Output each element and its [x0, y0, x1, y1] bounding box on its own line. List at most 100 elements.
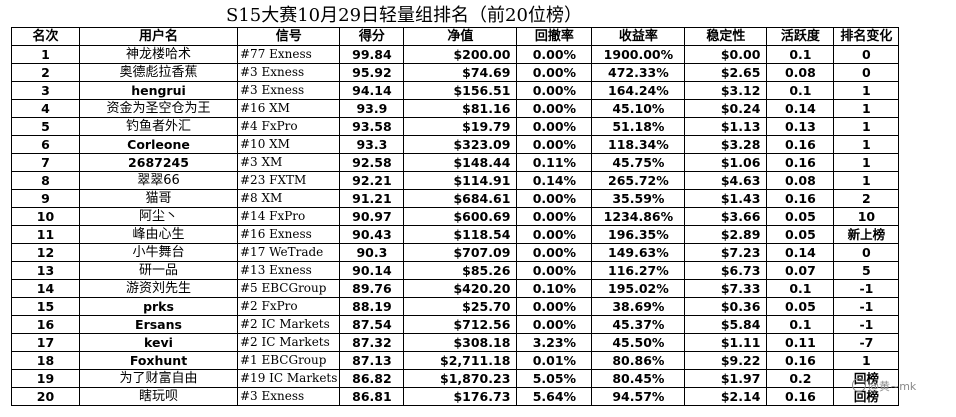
weibo-icon [852, 378, 866, 392]
cell-activity: 0.2 [766, 369, 835, 388]
cell-activity: 0.05 [766, 207, 835, 226]
cell-stability: $0.00 [684, 45, 768, 64]
header-score: 得分 [339, 27, 405, 46]
cell-rank-change: 回榜 [833, 387, 900, 406]
cell-activity: 0.1 [766, 81, 835, 100]
cell-username: 神龙楼哈术 [79, 45, 238, 64]
cell-username: Corleone [79, 135, 238, 154]
cell-stability: $3.12 [684, 81, 768, 100]
cell-return: 196.35% [591, 225, 686, 244]
cell-stability: $5.84 [684, 315, 768, 334]
cell-drawdown: 0.14% [516, 171, 593, 190]
cell-score: 93.3 [339, 135, 405, 154]
cell-equity: $2,711.18 [403, 351, 518, 370]
cell-stability: $1.97 [684, 369, 768, 388]
cell-score: 90.14 [339, 261, 405, 280]
cell-stability: $1.06 [684, 153, 768, 172]
table-row: 7 2687245 #3 XM 92.58 $148.44 0.11% 45.75% $1.0… [11, 153, 900, 172]
cell-return: 80.45% [591, 369, 686, 388]
cell-rank: 14 [11, 279, 80, 298]
header-return: 收益率 [591, 27, 686, 46]
cell-stability: $7.23 [684, 243, 768, 262]
cell-signal: #3 XM [236, 153, 341, 172]
cell-rank: 19 [11, 369, 80, 388]
cell-score: 90.43 [339, 225, 405, 244]
cell-username: kevi [79, 333, 238, 352]
cell-drawdown: 0.11% [516, 153, 593, 172]
cell-drawdown: 0.10% [516, 279, 593, 298]
cell-equity: $600.69 [403, 207, 518, 226]
cell-stability: $2.89 [684, 225, 768, 244]
cell-username: 游资刘先生 [79, 279, 238, 298]
cell-signal: #2 FxPro [236, 297, 341, 316]
cell-drawdown: 0.00% [516, 117, 593, 136]
cell-signal: #1 EBCGroup [236, 351, 341, 370]
cell-score: 92.21 [339, 171, 405, 190]
watermark-text: @黄~mk [868, 380, 917, 393]
cell-activity: 0.16 [766, 153, 835, 172]
cell-rank: 11 [11, 225, 80, 244]
cell-signal: #10 XM [236, 135, 341, 154]
cell-equity: $712.56 [403, 315, 518, 334]
table-row: 17 kevi #2 IC Markets 87.32 $308.18 3.23% 45.5… [11, 333, 900, 352]
cell-return: 35.59% [591, 189, 686, 208]
cell-score: 86.81 [339, 387, 405, 406]
cell-rank: 16 [11, 315, 80, 334]
cell-rank-change: 2 [833, 189, 900, 208]
table-row: 20 瞎玩呗 #3 Exness 86.81 $176.73 5.64% 94.57% $2.… [11, 387, 900, 406]
cell-rank-change: 1 [833, 117, 900, 136]
cell-stability: $4.63 [684, 171, 768, 190]
cell-rank: 10 [11, 207, 80, 226]
cell-score: 90.3 [339, 243, 405, 262]
cell-stability: $2.14 [684, 387, 768, 406]
cell-rank: 7 [11, 153, 80, 172]
cell-rank-change: 0 [833, 45, 900, 64]
cell-rank: 9 [11, 189, 80, 208]
cell-signal: #2 IC Markets [236, 333, 341, 352]
cell-username: 研一品 [79, 261, 238, 280]
cell-equity: $156.51 [403, 81, 518, 100]
cell-drawdown: 0.00% [516, 63, 593, 82]
cell-signal: #13 Exness [236, 261, 341, 280]
cell-signal: #5 EBCGroup [236, 279, 341, 298]
header-stability: 稳定性 [684, 27, 768, 46]
table-body: 1 神龙楼哈术 #77 Exness 99.84 $200.00 0.00% 1900.00… [11, 45, 900, 406]
cell-rank: 13 [11, 261, 80, 280]
cell-stability: $2.65 [684, 63, 768, 82]
table-row: 3 hengrui #3 Exness 94.14 $156.51 0.00% 164.24… [11, 81, 900, 100]
cell-return: 164.24% [591, 81, 686, 100]
cell-activity: 0.05 [766, 225, 835, 244]
cell-rank: 17 [11, 333, 80, 352]
table-row: 6 Corleone #10 XM 93.3 $323.09 0.00% 118.34% $3… [11, 135, 900, 154]
header-signal: 信号 [236, 27, 341, 46]
table-row: 10 阿尘丶 #14 FxPro 90.97 $600.69 0.00% 1234.86% $… [11, 207, 900, 226]
header-activity: 活跃度 [766, 27, 835, 46]
cell-stability: $7.33 [684, 279, 768, 298]
cell-activity: 0.14 [766, 99, 835, 118]
cell-score: 99.84 [339, 45, 405, 64]
cell-drawdown: 0.00% [516, 297, 593, 316]
table-row: 11 峰由心生 #16 Exness 90.43 $118.54 0.00% 196.35%… [11, 225, 900, 244]
cell-drawdown: 0.00% [516, 243, 593, 262]
cell-equity: $323.09 [403, 135, 518, 154]
cell-equity: $19.79 [403, 117, 518, 136]
cell-rank-change: 1 [833, 153, 900, 172]
cell-drawdown: 0.00% [516, 225, 593, 244]
cell-rank-change: -7 [833, 333, 900, 352]
cell-signal: #16 Exness [236, 225, 341, 244]
cell-equity: $148.44 [403, 153, 518, 172]
cell-signal: #23 FXTM [236, 171, 341, 190]
cell-stability: $0.24 [684, 99, 768, 118]
cell-rank-change: 0 [833, 243, 900, 262]
cell-username: 2687245 [79, 153, 238, 172]
cell-stability: $9.22 [684, 351, 768, 370]
header-rank-change: 排名变化 [833, 27, 900, 46]
cell-return: 116.27% [591, 261, 686, 280]
cell-username: 峰由心生 [79, 225, 238, 244]
cell-rank-change: 1 [833, 135, 900, 154]
cell-username: 翠翠66 [79, 171, 238, 190]
cell-rank: 20 [11, 387, 80, 406]
cell-score: 88.19 [339, 297, 405, 316]
cell-drawdown: 0.01% [516, 351, 593, 370]
cell-activity: 0.13 [766, 117, 835, 136]
